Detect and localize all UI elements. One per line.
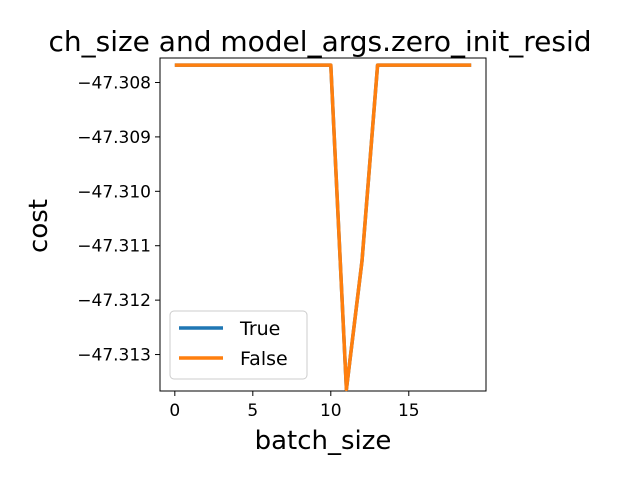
series-line-false [174,63,472,392]
x-tick-label: 10 [320,401,342,421]
series-lines [174,63,472,392]
plot-area-frame [159,57,487,392]
y-tick-label: −47.310 [77,182,151,202]
x-tick-label: 15 [398,401,420,421]
y-tick-label: −47.309 [77,128,151,148]
legend-label-true: True [239,318,280,340]
y-axis-ticks: −47.308 −47.309 −47.310 −47.311 −47.312 −47.3… [77,73,160,366]
legend-label-false: False [240,348,288,370]
x-tick-label: 0 [169,401,180,421]
x-tick-label: 5 [247,401,258,421]
y-tick-label: −47.312 [77,291,151,311]
legend: True False [169,310,308,380]
y-tick-label: −47.308 [77,73,151,93]
y-axis-label: cost [24,199,54,253]
y-tick-label: −47.311 [77,237,151,257]
chart-title: ch_size and model_args.zero_init_resid [48,25,591,58]
x-axis-label: batch_size [255,426,392,456]
x-axis-ticks: 0 5 10 15 [169,391,420,421]
y-tick-label: −47.313 [77,346,151,366]
